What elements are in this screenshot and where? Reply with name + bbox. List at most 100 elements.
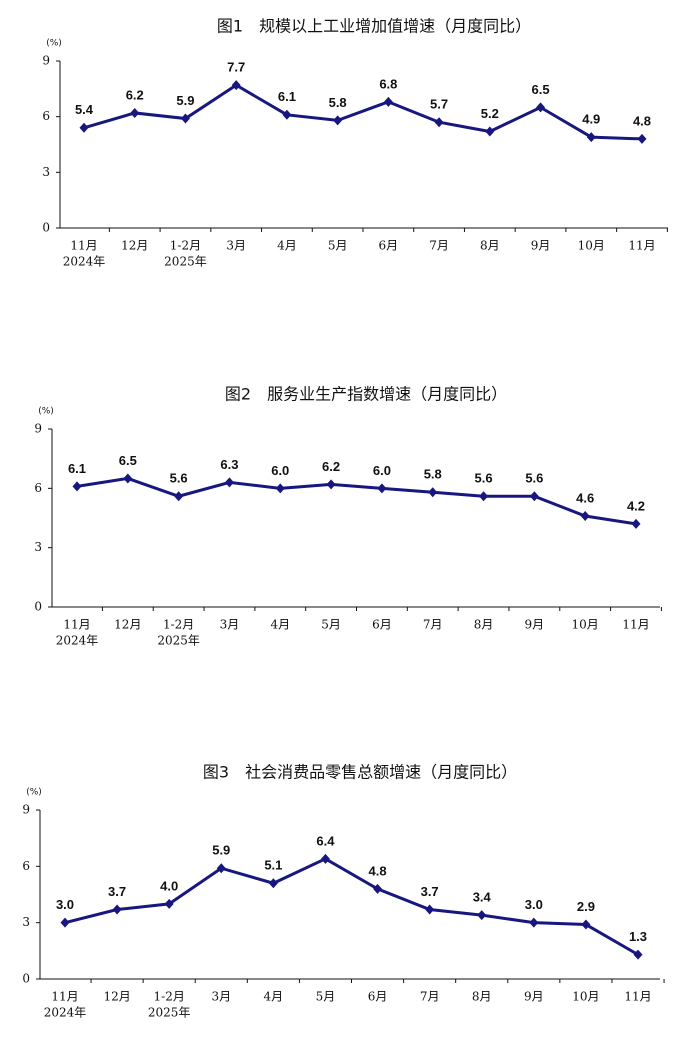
point [282, 109, 292, 120]
x-tick-label: 11月 [63, 618, 90, 632]
x-tick-label: 10月 [572, 990, 599, 1004]
y-tick-label: 0 [42, 221, 50, 235]
point [633, 949, 643, 960]
x-tick-label: 10月 [578, 239, 605, 253]
value-label: 5.9 [212, 843, 230, 858]
x-tick-label: 7月 [429, 239, 449, 253]
x-tick-label: 12月 [103, 990, 130, 1004]
value-label: 5.8 [424, 467, 442, 482]
x-tick-label: 12月 [121, 239, 148, 253]
point [60, 917, 70, 928]
value-label: 4.6 [576, 490, 594, 505]
x-tick-label: 1-2月 [154, 990, 185, 1004]
x-tick-label: 7月 [420, 990, 440, 1004]
series-line [64, 857, 639, 956]
point [164, 898, 174, 909]
x-tick-label: 11月 [51, 990, 78, 1004]
x-tick-label: 8月 [474, 618, 494, 632]
point [485, 126, 495, 137]
x-tick-label: 9月 [525, 618, 545, 632]
value-label: 4.9 [582, 112, 600, 127]
x-tick-label: 8月 [472, 990, 492, 1004]
x-tick-label: 2025年 [157, 634, 200, 648]
value-label: 7.7 [227, 60, 245, 75]
y-tick-label: 6 [22, 859, 30, 873]
value-label: 5.7 [430, 97, 448, 112]
x-tick-label: 10月 [572, 618, 599, 632]
value-label: 5.2 [481, 106, 499, 121]
point [320, 853, 330, 864]
point [268, 878, 278, 889]
x-tick-label: 2024年 [63, 255, 106, 269]
value-label: 5.8 [329, 95, 347, 110]
value-label: 3.7 [108, 884, 126, 899]
x-tick-label: 8月 [480, 239, 500, 253]
point [180, 113, 190, 124]
x-tick-label: 3月 [211, 990, 231, 1004]
value-label: 6.8 [379, 76, 397, 91]
y-tick-label: 9 [34, 422, 42, 436]
point [216, 863, 226, 874]
point [326, 479, 336, 490]
point [112, 904, 122, 915]
value-label: 6.3 [220, 457, 238, 472]
x-tick-label: 11月 [622, 618, 649, 632]
value-label: 5.1 [264, 858, 282, 873]
point [130, 107, 140, 118]
y-tick-label: 3 [22, 915, 30, 929]
value-label: 5.6 [170, 471, 188, 486]
x-tick-label: 5月 [316, 990, 336, 1004]
point [123, 473, 133, 484]
x-tick-label: 3月 [220, 618, 240, 632]
x-tick-label: 5月 [321, 618, 341, 632]
point [637, 133, 647, 144]
point [428, 487, 438, 498]
y-tick-label: 3 [42, 165, 50, 179]
point [631, 518, 641, 529]
value-label: 6.2 [322, 459, 340, 474]
y-tick-label: 3 [34, 540, 42, 554]
value-label: 5.6 [525, 471, 543, 486]
point [224, 477, 234, 488]
point [174, 491, 184, 502]
x-tick-label: 11月 [624, 990, 651, 1004]
value-label: 3.7 [421, 884, 439, 899]
point [79, 122, 89, 133]
point [580, 511, 590, 522]
x-tick-label: 9月 [524, 990, 544, 1004]
x-tick-label: 4月 [264, 990, 284, 1004]
y-tick-label: 0 [34, 600, 42, 614]
point [72, 481, 82, 492]
value-label: 6.1 [278, 89, 296, 104]
point [434, 117, 444, 128]
value-label: 5.4 [75, 102, 94, 117]
x-tick-label: 9月 [531, 239, 551, 253]
y-tick-label: 9 [22, 803, 30, 817]
value-label: 2.9 [577, 899, 595, 914]
value-label: 4.2 [627, 498, 645, 513]
value-label: 6.5 [119, 453, 137, 468]
point [529, 917, 539, 928]
chart-title: 图1 规模以上工业增加值增速（月度同比） [217, 17, 531, 36]
value-label: 6.0 [373, 463, 391, 478]
value-label: 6.0 [271, 463, 289, 478]
value-label: 3.0 [525, 897, 543, 912]
value-label: 4.8 [369, 863, 387, 878]
chart-title: 图2 服务业生产指数增速（月度同比） [225, 385, 507, 404]
x-tick-label: 11月 [70, 239, 97, 253]
point [479, 491, 489, 502]
value-label: 3.4 [473, 890, 492, 905]
x-tick-label: 5月 [328, 239, 348, 253]
x-tick-label: 4月 [270, 618, 290, 632]
y-tick-label: 6 [42, 109, 50, 123]
point [581, 919, 591, 930]
value-label: 6.4 [316, 833, 335, 848]
series-line [76, 476, 637, 526]
x-tick-label: 11月 [628, 239, 655, 253]
point [383, 96, 393, 107]
x-tick-label: 7月 [423, 618, 443, 632]
point [231, 80, 241, 91]
x-tick-label: 6月 [368, 990, 388, 1004]
